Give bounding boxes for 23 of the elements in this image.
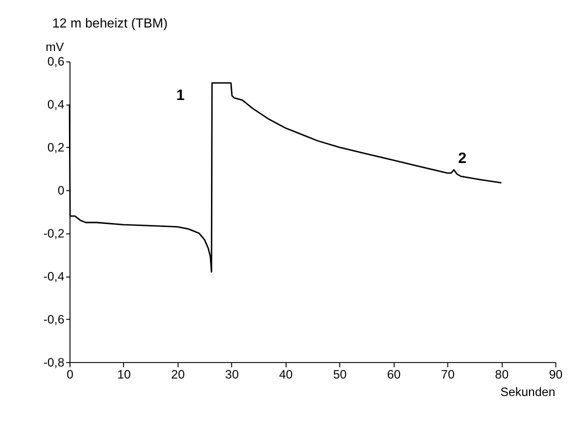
y-tick-label: -0,6 <box>43 312 65 326</box>
x-tick-label: 50 <box>333 368 347 382</box>
x-tick-label: 70 <box>441 368 455 382</box>
y-tick-label: -0,2 <box>43 226 65 240</box>
y-tick-label: -0,8 <box>43 355 65 370</box>
x-tick-label: 30 <box>225 368 239 382</box>
annotation: 1 <box>176 86 185 104</box>
x-tick-label: 0 <box>66 368 74 382</box>
chart-title: 12 m beheizt (TBM) <box>52 16 168 31</box>
y-tick-label: 0 <box>58 184 65 198</box>
x-tick-label: 80 <box>495 368 509 382</box>
x-tick-label: 60 <box>387 368 401 382</box>
y-tick-label: 0,4 <box>47 98 65 112</box>
x-tick-label: 20 <box>171 368 185 382</box>
x-axis-title: Sekunden <box>500 384 556 399</box>
x-tick-label: 40 <box>279 368 293 382</box>
x-tick-label: 90 <box>549 368 563 382</box>
y-axis-title: mV <box>46 40 65 54</box>
y-tick-label: -0,4 <box>43 269 65 284</box>
x-tick-label: 10 <box>117 368 131 382</box>
y-tick-label: 0,6 <box>47 54 65 69</box>
annotation: 2 <box>458 150 466 167</box>
y-tick-label: 0,2 <box>47 140 65 155</box>
